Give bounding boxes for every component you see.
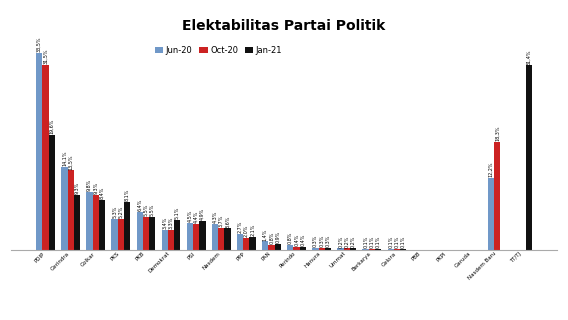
Bar [350,248,356,250]
Bar [168,230,174,250]
Bar [224,228,231,250]
Text: 8,4%: 8,4% [99,187,105,199]
Bar [319,248,325,250]
Text: 3,4%: 3,4% [162,216,168,229]
Text: 3,3%: 3,3% [169,217,174,229]
Text: 9,8%: 9,8% [87,179,92,191]
Text: 4,3%: 4,3% [212,211,218,223]
Text: 0,8%: 0,8% [269,232,274,244]
Text: 13,5%: 13,5% [68,154,73,170]
Text: 5,3%: 5,3% [112,205,117,218]
Text: 2,0%: 2,0% [244,225,249,237]
Text: 0,1%: 0,1% [388,236,393,248]
Text: 19,6%: 19,6% [49,118,55,134]
Text: 14,1%: 14,1% [62,150,67,166]
Bar [93,195,99,250]
Text: 0,2%: 0,2% [350,235,356,248]
Bar [86,192,93,250]
Bar [187,223,193,250]
Bar [68,170,74,250]
Bar [212,224,218,250]
Bar [193,224,199,250]
Text: 5,2%: 5,2% [118,206,123,218]
Bar [312,248,319,250]
Bar [369,249,375,250]
Bar [149,217,156,250]
Bar [337,248,344,250]
Text: 2,7%: 2,7% [237,220,243,233]
Text: 0,2%: 0,2% [344,235,349,248]
Bar [268,245,274,250]
Text: 1,4%: 1,4% [262,228,268,241]
Bar [488,178,494,250]
Text: 0,4%: 0,4% [300,234,306,246]
Text: 0,1%: 0,1% [369,236,374,248]
Text: 0,1%: 0,1% [400,236,406,248]
Text: 4,5%: 4,5% [187,210,193,222]
Text: 5,1%: 5,1% [175,206,180,219]
Text: 0,2%: 0,2% [338,235,343,248]
Text: 9,3%: 9,3% [74,182,80,194]
Bar [99,200,105,250]
Bar [274,244,281,250]
Bar [243,238,249,250]
Title: Elektabilitas Partai Politik: Elektabilitas Partai Politik [182,19,386,33]
Text: 9,3%: 9,3% [93,182,98,194]
Text: 8,1%: 8,1% [124,189,130,201]
Bar [325,248,331,250]
Bar [61,167,68,250]
Text: 6,4%: 6,4% [137,199,142,211]
Text: 0,3%: 0,3% [313,235,318,247]
Bar [525,65,532,250]
Bar [237,234,243,250]
Text: 18,3%: 18,3% [495,126,500,141]
Text: 0,3%: 0,3% [319,235,324,247]
Bar [262,241,268,250]
Bar [162,230,168,250]
Bar [43,65,49,250]
Text: 33,5%: 33,5% [37,37,42,52]
Bar [287,245,294,250]
Legend: Jun-20, Oct-20, Jan-21: Jun-20, Oct-20, Jan-21 [152,43,286,58]
Text: 0,1%: 0,1% [363,236,368,248]
Bar [124,202,130,250]
Text: 5,5%: 5,5% [150,204,154,216]
Bar [294,247,300,250]
Text: 2,1%: 2,1% [250,224,255,236]
Bar [74,195,80,250]
Text: 31,4%: 31,4% [526,49,531,65]
Bar [387,249,394,250]
Text: 12,2%: 12,2% [488,162,494,177]
Bar [300,247,306,250]
Text: 4,9%: 4,9% [200,208,205,220]
Text: 4,4%: 4,4% [194,211,199,223]
Bar [344,248,350,250]
Bar [494,142,500,250]
Bar [375,249,381,250]
Text: 0,1%: 0,1% [394,236,399,248]
Bar [36,53,43,250]
Text: 0,9%: 0,9% [275,231,280,244]
Text: 0,8%: 0,8% [288,232,293,244]
Bar [249,237,256,250]
Text: 3,6%: 3,6% [225,215,230,228]
Bar [136,212,143,250]
Text: 31,5%: 31,5% [43,48,48,64]
Text: 3,7%: 3,7% [219,215,224,227]
Bar [218,228,224,250]
Bar [49,135,55,250]
Text: 0,3%: 0,3% [325,235,331,247]
Bar [400,249,406,250]
Bar [174,220,181,250]
Bar [199,221,206,250]
Bar [118,219,124,250]
Text: 0,1%: 0,1% [375,236,381,248]
Bar [362,249,369,250]
Bar [394,249,400,250]
Text: 0,4%: 0,4% [294,234,299,246]
Text: 5,5%: 5,5% [144,204,148,216]
Bar [143,217,149,250]
Bar [111,219,118,250]
